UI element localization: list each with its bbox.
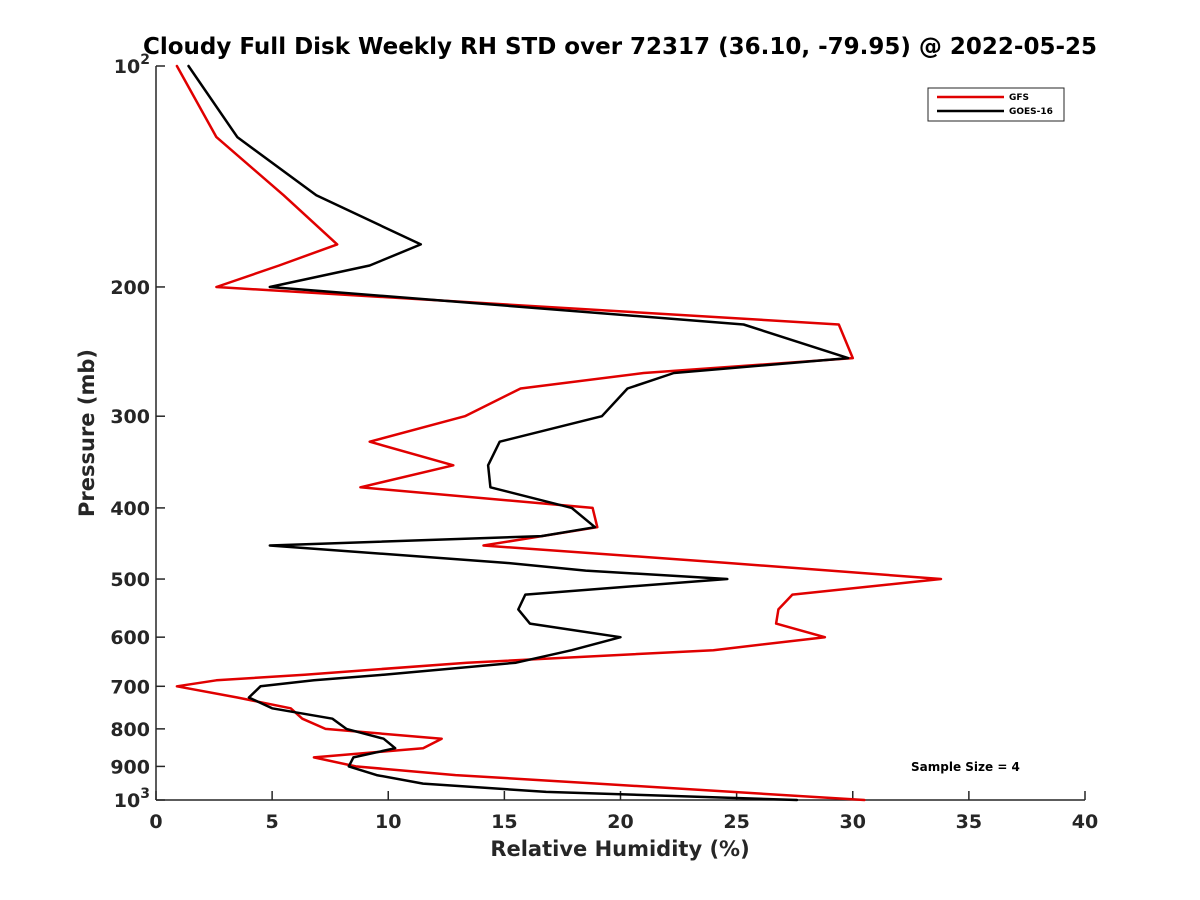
x-tick-label: 0 xyxy=(149,811,162,833)
y-tick-label: 700 xyxy=(110,676,150,698)
y-tick-label: 500 xyxy=(110,569,150,591)
x-tick-label: 5 xyxy=(266,811,279,833)
legend: GFS GOES-16 xyxy=(927,87,1065,122)
legend-label-goes16: GOES-16 xyxy=(1009,107,1053,117)
x-tick-label: 15 xyxy=(491,811,517,833)
x-tick-label: 40 xyxy=(1072,811,1098,833)
y-tick-label: 800 xyxy=(110,719,150,741)
y-tick-label: 400 xyxy=(110,498,150,520)
y-axis-ticks: 102 200 300 400 500 600 700 800 900 103 xyxy=(110,52,165,812)
legend-box xyxy=(927,87,1065,122)
chart-title: Cloudy Full Disk Weekly RH STD over 7231… xyxy=(143,34,1097,60)
x-tick-label: 10 xyxy=(375,811,401,833)
x-axis-label: Relative Humidity (%) xyxy=(490,837,749,861)
y-axis-label: Pressure (mb) xyxy=(75,349,99,517)
series-line-goes16 xyxy=(187,64,850,802)
y-tick-label: 103 xyxy=(114,786,150,812)
legend-label-gfs: GFS xyxy=(1009,93,1029,103)
series-line-gfs xyxy=(175,64,943,802)
series-layer xyxy=(175,64,943,802)
y-tick-label: 102 xyxy=(114,52,150,78)
y-tick-label: 300 xyxy=(110,406,150,428)
y-tick-label: 600 xyxy=(110,627,150,649)
sample-size-annotation: Sample Size = 4 xyxy=(911,760,1020,774)
x-tick-label: 20 xyxy=(607,811,633,833)
x-tick-label: 30 xyxy=(840,811,866,833)
y-tick-label: 900 xyxy=(110,756,150,778)
x-tick-label: 35 xyxy=(956,811,982,833)
x-axis-ticks: 0 5 10 15 20 25 30 35 40 xyxy=(149,791,1098,833)
y-tick-label: 200 xyxy=(110,277,150,299)
x-tick-label: 25 xyxy=(723,811,749,833)
